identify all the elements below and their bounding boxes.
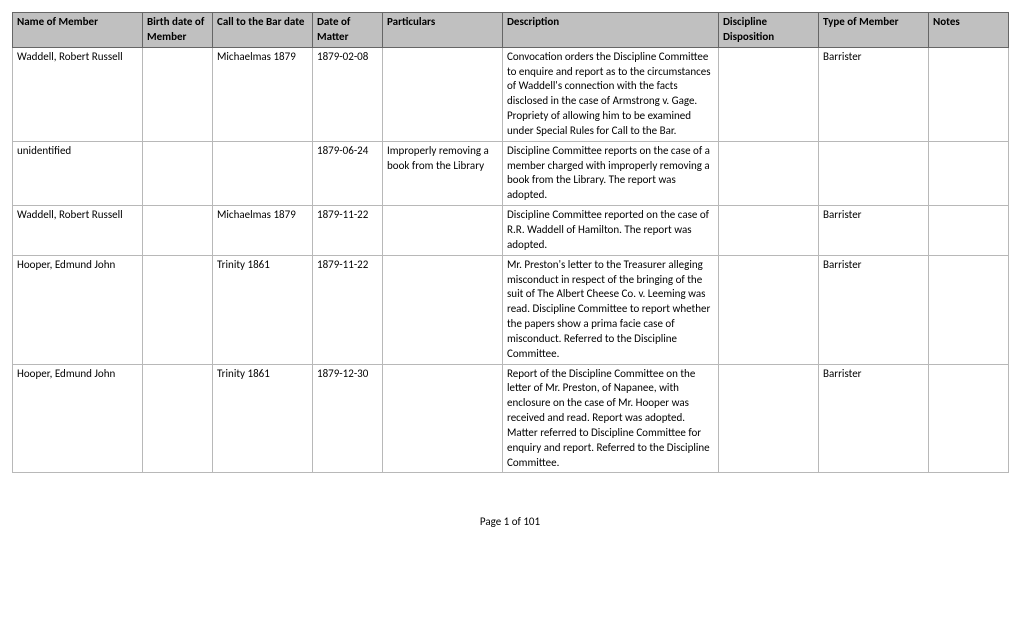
cell-birth [143, 206, 213, 256]
cell-call: Trinity 1861 [213, 364, 313, 473]
cell-disc [719, 47, 819, 141]
cell-matter: 1879-02-08 [313, 47, 383, 141]
table-row: Waddell, Robert Russell Michaelmas 187918… [13, 47, 1009, 141]
cell-call [213, 141, 313, 205]
cell-disc [719, 141, 819, 205]
cell-particulars [383, 206, 503, 256]
cell-name: Waddell, Robert Russell [13, 206, 143, 256]
cell-desc: Discipline Committee reports on the case… [503, 141, 719, 205]
discipline-table: Name of MemberBirth date of MemberCall t… [12, 12, 1009, 473]
cell-type [819, 141, 929, 205]
table-row: Hooper, Edmund John Trinity 18611879-12-3… [13, 364, 1009, 473]
cell-disc [719, 364, 819, 473]
cell-matter: 1879-11-22 [313, 206, 383, 256]
cell-desc: Report of the Discipline Committee on th… [503, 364, 719, 473]
cell-name: Hooper, Edmund John [13, 364, 143, 473]
cell-disc [719, 206, 819, 256]
table-body: Waddell, Robert RussellMichaelmas 187918… [13, 47, 1009, 473]
cell-birth [143, 47, 213, 141]
cell-type: Barrister [819, 47, 929, 141]
table-row: unidentified 1879-06-24Improperly removin… [13, 141, 1009, 205]
cell-type: Barrister [819, 206, 929, 256]
col-header-disc: Discipline Disposition [719, 13, 819, 48]
cell-type: Barrister [819, 364, 929, 473]
cell-matter: 1879-12-30 [313, 364, 383, 473]
cell-matter: 1879-11-22 [313, 255, 383, 364]
cell-notes [929, 141, 1009, 205]
cell-matter: 1879-06-24 [313, 141, 383, 205]
cell-particulars [383, 255, 503, 364]
cell-notes [929, 255, 1009, 364]
cell-particulars [383, 47, 503, 141]
col-header-notes: Notes [929, 13, 1009, 48]
col-header-name: Name of Member [13, 13, 143, 48]
cell-notes [929, 206, 1009, 256]
col-header-desc: Description [503, 13, 719, 48]
cell-birth [143, 255, 213, 364]
cell-desc: Convocation orders the Discipline Commit… [503, 47, 719, 141]
col-header-matter: Date of Matter [313, 13, 383, 48]
col-header-call: Call to the Bar date [213, 13, 313, 48]
cell-desc: Discipline Committee reported on the cas… [503, 206, 719, 256]
cell-name: unidentified [13, 141, 143, 205]
cell-notes [929, 364, 1009, 473]
cell-call: Trinity 1861 [213, 255, 313, 364]
header-row: Name of MemberBirth date of MemberCall t… [13, 13, 1009, 48]
cell-birth [143, 364, 213, 473]
table-row: Waddell, Robert Russell Michaelmas 187918… [13, 206, 1009, 256]
table-head: Name of MemberBirth date of MemberCall t… [13, 13, 1009, 48]
col-header-particulars: Particulars [383, 13, 503, 48]
col-header-birth: Birth date of Member [143, 13, 213, 48]
cell-desc: Mr. Preston's letter to the Treasurer al… [503, 255, 719, 364]
cell-particulars: Improperly removing a book from the Libr… [383, 141, 503, 205]
cell-call: Michaelmas 1879 [213, 206, 313, 256]
col-header-type: Type of Member [819, 13, 929, 48]
cell-particulars [383, 364, 503, 473]
cell-birth [143, 141, 213, 205]
cell-disc [719, 255, 819, 364]
cell-name: Hooper, Edmund John [13, 255, 143, 364]
page-number: Page 1 of 101 [12, 515, 1008, 528]
cell-call: Michaelmas 1879 [213, 47, 313, 141]
cell-notes [929, 47, 1009, 141]
cell-name: Waddell, Robert Russell [13, 47, 143, 141]
cell-type: Barrister [819, 255, 929, 364]
table-row: Hooper, Edmund John Trinity 18611879-11-2… [13, 255, 1009, 364]
